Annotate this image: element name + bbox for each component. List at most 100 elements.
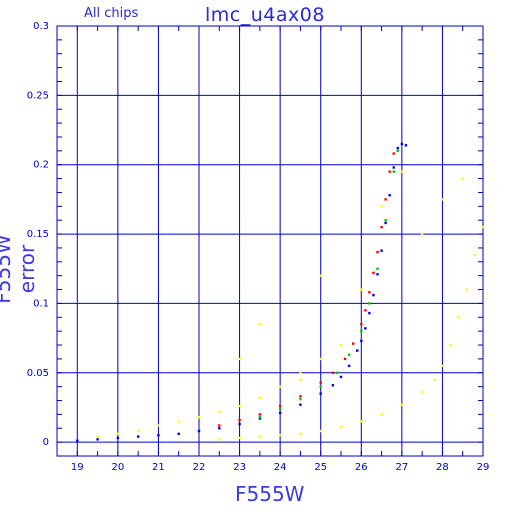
data-point — [218, 427, 221, 430]
data-point — [433, 378, 436, 381]
data-point — [400, 142, 404, 146]
data-point — [449, 343, 452, 347]
y-tick-label: 0 — [43, 437, 49, 448]
data-point — [319, 392, 322, 395]
data-point — [364, 327, 367, 330]
data-point — [278, 385, 282, 388]
data-point — [177, 420, 180, 423]
y-tick-label: 0.1 — [33, 298, 49, 309]
data-point — [258, 435, 262, 438]
data-point — [388, 194, 391, 197]
data-point — [218, 438, 221, 441]
data-point — [457, 316, 460, 319]
data-point — [461, 177, 464, 180]
data-point — [258, 417, 262, 420]
data-point — [157, 424, 160, 427]
data-point — [392, 152, 395, 155]
data-point — [339, 343, 343, 347]
data-point — [473, 253, 477, 257]
data-point — [278, 407, 282, 411]
data-point — [404, 144, 408, 147]
data-point — [331, 384, 335, 387]
data-point — [319, 429, 322, 433]
data-point — [258, 323, 262, 326]
x-tick-label: 22 — [193, 462, 206, 473]
data-point — [299, 395, 302, 398]
data-point — [392, 166, 395, 169]
data-point — [380, 413, 383, 416]
data-point — [380, 225, 383, 229]
data-point — [238, 404, 241, 408]
y-tick-label: 0.15 — [27, 229, 49, 240]
data-point — [278, 433, 282, 437]
data-point — [351, 342, 355, 345]
data-point — [343, 357, 347, 361]
data-point — [388, 170, 391, 173]
x-tick-label: 27 — [395, 462, 408, 473]
data-point — [299, 432, 302, 436]
data-point — [335, 371, 339, 374]
data-point — [319, 274, 322, 277]
data-point — [319, 357, 322, 361]
data-point — [368, 291, 371, 294]
data-point — [356, 349, 359, 352]
data-point — [360, 329, 363, 333]
data-point — [299, 403, 302, 406]
data-point — [380, 249, 383, 252]
data-point — [319, 385, 322, 388]
data-point — [197, 429, 201, 433]
x-tick-label: 23 — [233, 462, 246, 473]
data-point — [396, 146, 399, 150]
data-point — [218, 424, 221, 427]
data-point — [278, 404, 282, 408]
data-point — [238, 422, 241, 426]
data-point — [360, 339, 363, 343]
data-point — [384, 221, 387, 225]
x-tick-label: 28 — [436, 462, 449, 473]
data-point — [368, 311, 371, 315]
data-point — [258, 396, 262, 399]
data-point — [376, 273, 379, 276]
data-point — [372, 271, 375, 275]
data-point — [396, 149, 399, 153]
y-tick-label: 0.2 — [33, 160, 49, 171]
data-point — [76, 439, 79, 442]
x-tick-label: 24 — [274, 462, 287, 473]
data-point — [177, 432, 180, 436]
data-point — [400, 170, 404, 173]
data-point — [376, 250, 379, 254]
y-axis-label: F555W error — [0, 234, 39, 304]
data-point — [368, 302, 371, 305]
data-point — [136, 429, 140, 433]
y-tick-label: 0.25 — [27, 90, 49, 101]
chart-subtitle: All chips — [84, 6, 139, 21]
data-point — [116, 432, 120, 436]
data-point — [319, 381, 322, 384]
data-point — [384, 198, 387, 201]
data-point — [238, 418, 241, 422]
data-point — [372, 293, 375, 297]
data-point — [420, 390, 424, 394]
data-point — [238, 357, 241, 361]
data-point — [331, 371, 335, 374]
x-tick-label: 19 — [71, 462, 84, 473]
data-point — [299, 397, 302, 401]
x-tick-label: 21 — [152, 462, 165, 473]
data-point — [380, 205, 383, 208]
data-point — [197, 415, 201, 419]
data-point — [360, 323, 363, 326]
plot-frame — [56, 25, 484, 457]
data-point — [481, 225, 485, 229]
data-point — [400, 403, 404, 406]
data-point — [392, 170, 395, 173]
data-point — [116, 436, 120, 440]
data-point — [96, 438, 99, 441]
data-point — [258, 413, 262, 416]
data-point — [278, 411, 282, 415]
y-tick-label: 0.05 — [27, 368, 49, 379]
data-point — [238, 436, 241, 440]
data-point — [299, 371, 302, 374]
data-point — [258, 415, 262, 419]
chart-title: lmc_u4ax08 — [205, 4, 325, 26]
